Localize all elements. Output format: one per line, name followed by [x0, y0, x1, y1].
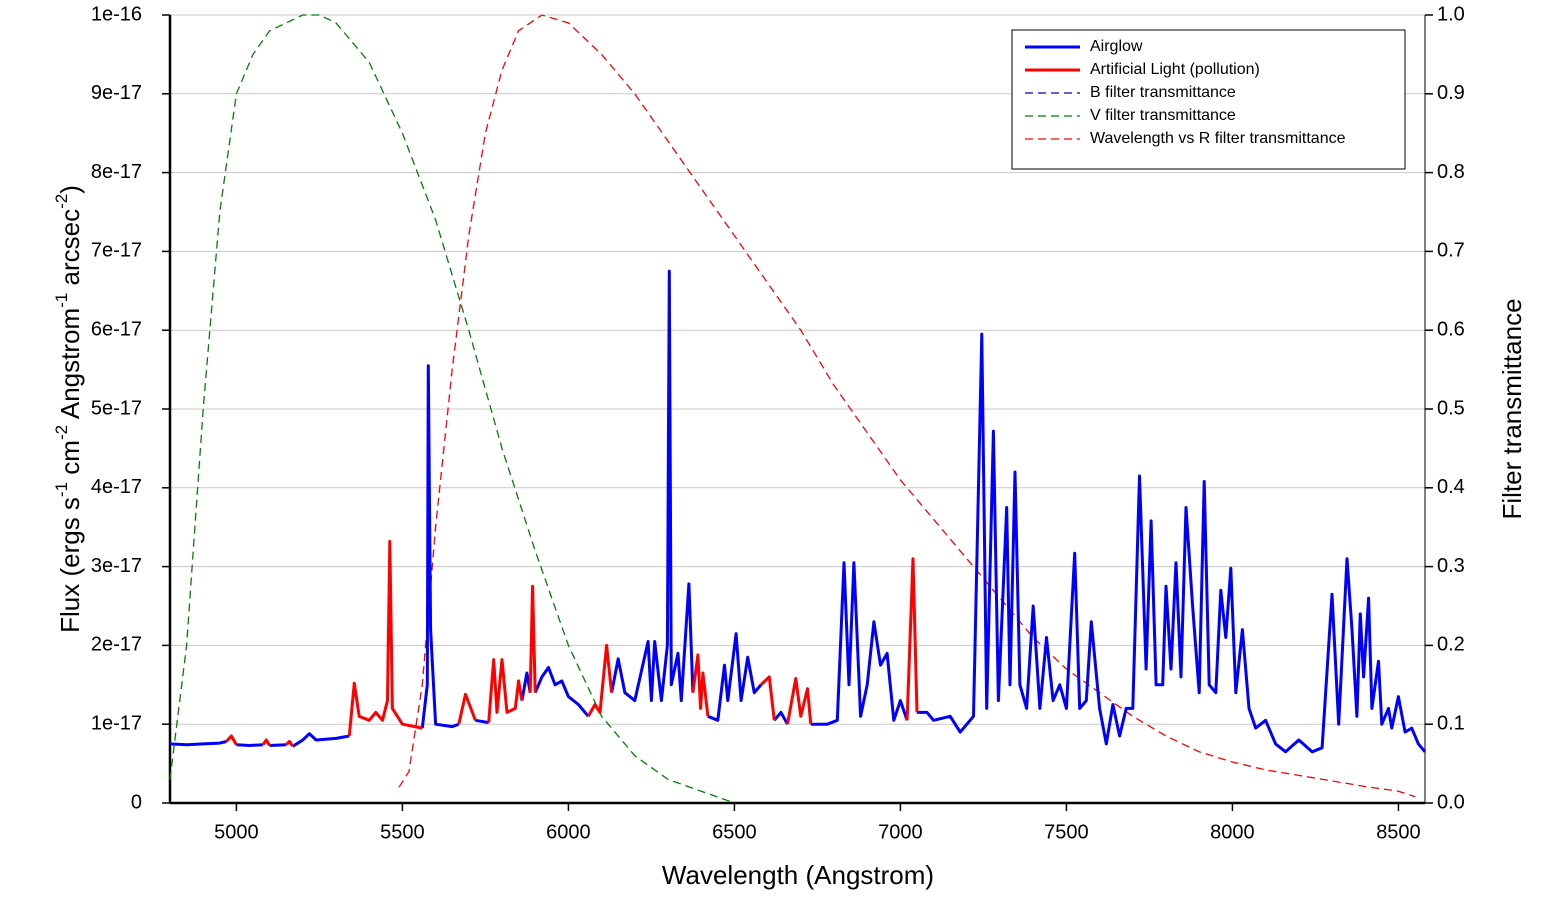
- y-axis-label: Flux (ergs s-1 cm-2 Angstrom-1 arcsec-2): [52, 185, 85, 633]
- x-tick-label: 6000: [546, 821, 591, 843]
- legend-label: Wavelength vs R filter transmittance: [1090, 130, 1346, 147]
- y2-tick-label: 0.2: [1437, 634, 1465, 656]
- x-tick-label: 7000: [878, 821, 923, 843]
- y2-tick-label: 0.5: [1437, 397, 1465, 419]
- series-line: [169, 14, 735, 804]
- y-tick-label: 2e-17: [91, 634, 142, 656]
- x-tick-label: 5500: [380, 821, 425, 843]
- y-axis-label-part: -1: [52, 482, 71, 497]
- legend-label: Artificial Light (pollution): [1090, 61, 1260, 78]
- y-axis-label-part: -2: [52, 194, 71, 209]
- y-axis-label-part: arcsec: [55, 209, 85, 293]
- series-line: [169, 269, 1427, 754]
- y-tick-label: 0: [131, 791, 142, 813]
- x-tick-label: 8500: [1376, 821, 1421, 843]
- y-axis-label-part: cm: [55, 440, 85, 482]
- series-line: [398, 14, 1416, 798]
- y2-tick-label: 0.8: [1437, 161, 1465, 183]
- y2-tick-label: 0.7: [1437, 240, 1465, 262]
- y2-tick-label: 0.3: [1437, 555, 1465, 577]
- y-axis-label-part: -2: [52, 425, 71, 440]
- y-tick-label: 1e-17: [91, 712, 142, 734]
- y-tick-label: 5e-17: [91, 397, 142, 419]
- y-axis-label-part: Flux (ergs s: [55, 497, 85, 633]
- y2-tick-label: 0.4: [1437, 476, 1465, 498]
- legend-label: B filter transmittance: [1090, 84, 1236, 101]
- legend-box: [1011, 29, 1406, 170]
- x-axis-label: Wavelength (Angstrom): [662, 860, 934, 890]
- series-line: [225, 539, 919, 748]
- x-tick-label: 8000: [1210, 821, 1255, 843]
- y2-tick-label: 0.6: [1437, 318, 1465, 340]
- y-axis-label-part: ): [55, 185, 85, 194]
- y-axis-label-part: -1: [52, 293, 71, 308]
- y-tick-label: 3e-17: [91, 555, 142, 577]
- legend-label: V filter transmittance: [1090, 107, 1236, 124]
- y-tick-label: 8e-17: [91, 161, 142, 183]
- y-tick-label: 1e-16: [91, 3, 142, 25]
- y2-tick-label: 0.0: [1437, 791, 1465, 813]
- y-tick-label: 6e-17: [91, 318, 142, 340]
- y-tick-label: 9e-17: [91, 82, 142, 104]
- y2-tick-label: 0.9: [1437, 82, 1465, 104]
- y-tick-label: 7e-17: [91, 240, 142, 262]
- x-tick-label: 7500: [1044, 821, 1089, 843]
- x-tick-label: 6500: [712, 821, 757, 843]
- y2-tick-label: 0.1: [1437, 712, 1465, 734]
- y-tick-label: 4e-17: [91, 476, 142, 498]
- legend-label: Airglow: [1090, 38, 1143, 55]
- y2-tick-label: 1.0: [1437, 3, 1465, 25]
- y-axis-label-part: Angstrom: [55, 308, 85, 425]
- y2-axis-label: Filter transmittance: [1497, 298, 1527, 519]
- x-tick-label: 5000: [214, 821, 259, 843]
